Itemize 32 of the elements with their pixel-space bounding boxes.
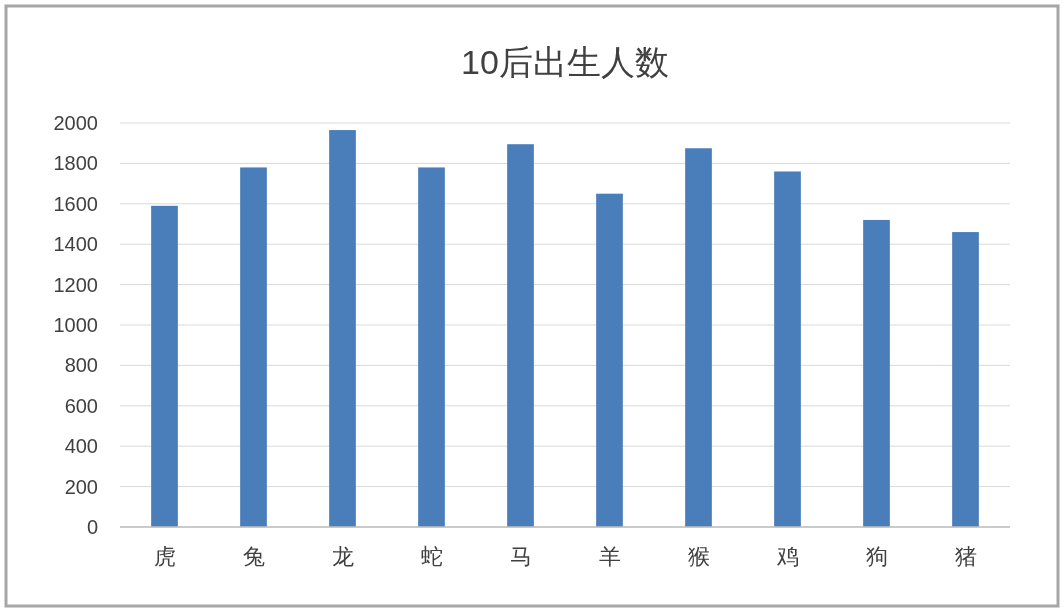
y-tick-label: 1200 xyxy=(53,273,98,296)
bar xyxy=(240,167,267,527)
x-tick-label: 鸡 xyxy=(775,544,799,569)
bar xyxy=(774,171,801,527)
y-tick-label: 1000 xyxy=(53,314,98,336)
bar xyxy=(418,167,445,527)
bar xyxy=(863,219,890,527)
y-tick-label: 1800 xyxy=(53,152,98,175)
bar xyxy=(329,130,356,527)
y-tick-label: 800 xyxy=(64,354,98,377)
x-tick-label: 猴 xyxy=(687,544,710,569)
y-tick-label: 1600 xyxy=(53,192,98,215)
bar xyxy=(952,232,979,527)
x-tick-label: 猪 xyxy=(954,544,977,569)
x-tick-label: 蛇 xyxy=(420,544,443,569)
bar xyxy=(596,193,623,527)
x-tick-label: 羊 xyxy=(598,544,621,569)
y-tick-label: 400 xyxy=(64,435,98,458)
y-tick-label: 0 xyxy=(86,516,98,538)
y-tick-label: 600 xyxy=(64,394,98,417)
x-tick-label: 虎 xyxy=(153,544,176,569)
bar xyxy=(151,205,178,527)
x-tick-label: 龙 xyxy=(331,544,354,569)
chart-title: 10后出生人数 xyxy=(461,43,669,81)
x-tick-label: 狗 xyxy=(865,544,888,569)
y-tick-label: 1400 xyxy=(53,233,98,256)
y-tick-label: 200 xyxy=(64,475,98,498)
bar xyxy=(507,144,534,527)
y-tick-label: 2000 xyxy=(53,112,98,134)
x-tick-label: 兔 xyxy=(242,544,265,569)
bar xyxy=(685,148,712,527)
x-tick-label: 马 xyxy=(509,544,532,569)
